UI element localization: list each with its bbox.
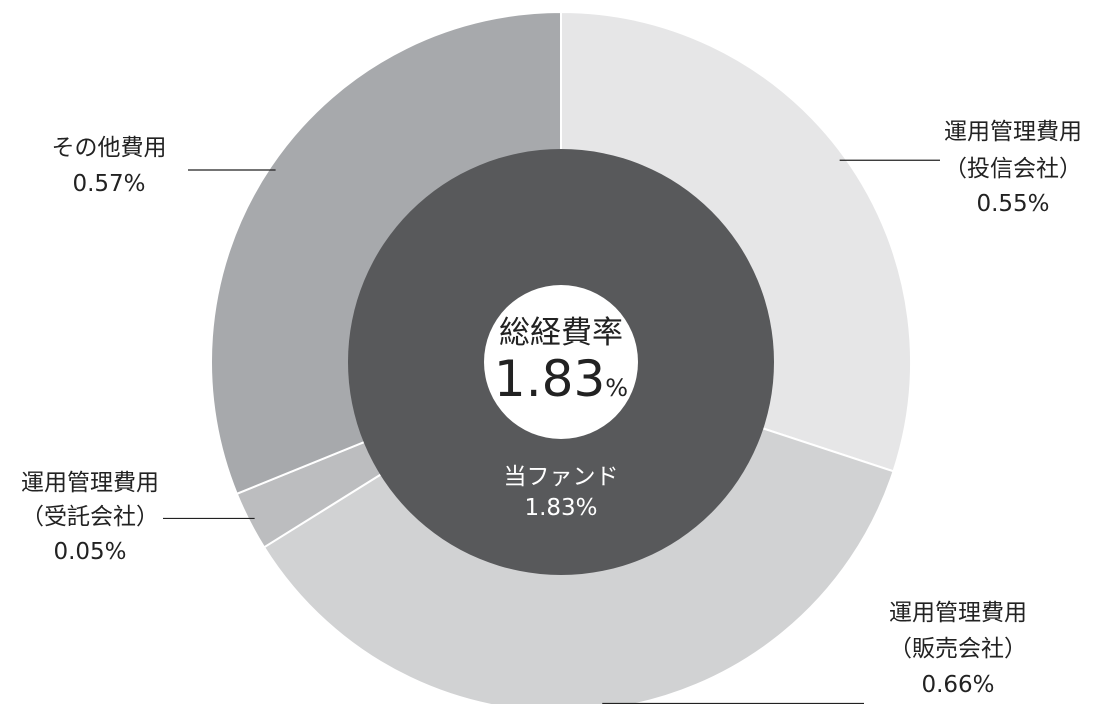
slice-label-3: 運用管理費用 [21,470,159,496]
center-hole [484,285,638,439]
slice-label-2: （販売会社） [889,636,1027,662]
slice-value-1: 0.55% [976,191,1049,217]
slice-label-1: 運用管理費用 [944,119,1082,145]
slice-label-3: （受託会社） [21,504,159,530]
slice-value-3: 0.05% [53,539,126,565]
slice-labels: 運用管理費用 （投信会社） 0.55% 運用管理費用 （販売会社） 0.66% 運用管理費用… [21,119,1082,698]
slice-value-4: 0.57% [72,171,145,197]
center-title: 総経費率 [499,315,623,351]
slice-value-2: 0.66% [921,672,994,698]
slice-label-4: その他費用 [52,135,167,161]
center-value-number: 1.83 [494,350,605,408]
inner-value: 1.83% [524,495,597,521]
center-value-unit: % [605,374,628,402]
inner-label: 当ファンド [504,464,619,490]
center-value: 1.83% [494,350,628,408]
slice-label-2: 運用管理費用 [889,600,1027,626]
slice-label-1: （投信会社） [944,156,1082,182]
